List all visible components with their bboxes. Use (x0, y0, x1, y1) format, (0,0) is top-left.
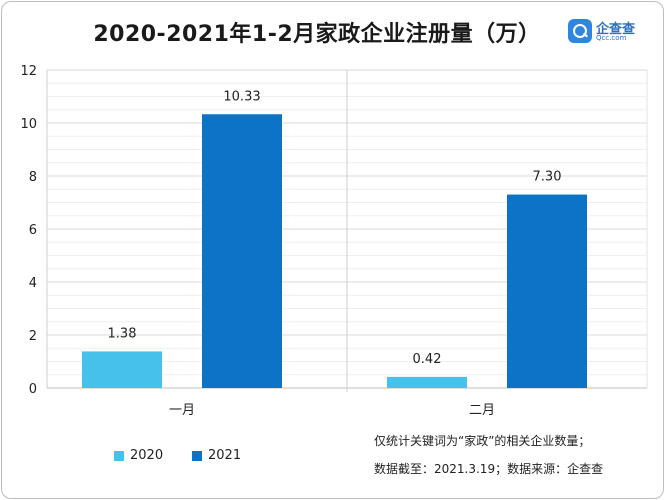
data-label-2021-1: 7.30 (533, 170, 562, 185)
x-category-label: 二月 (469, 403, 495, 418)
chart-title: 2020-2021年1-2月家政企业注册量（万） (93, 22, 541, 47)
data-label-2020-1: 0.42 (413, 352, 442, 367)
magnifier-logo-icon (568, 19, 592, 43)
legend-item-2021: 2021 (192, 448, 241, 463)
legend-swatch-2021 (192, 450, 202, 461)
data-label-2020-0: 1.38 (108, 326, 137, 341)
note-keyword: 仅统计关键词为“家政”的相关企业数量； (374, 434, 591, 448)
logo-domain: Qcc.com (596, 34, 627, 42)
x-category-label: 一月 (169, 403, 195, 418)
y-tick-label: 2 (29, 329, 37, 344)
bar-2021-0 (202, 114, 282, 388)
y-tick-label: 10 (20, 117, 37, 132)
legend-label-2020: 2020 (130, 448, 164, 463)
y-tick-label: 0 (29, 382, 37, 397)
y-tick-label: 12 (20, 64, 37, 79)
y-tick-label: 6 (29, 223, 37, 238)
y-tick-label: 4 (29, 276, 37, 291)
bar-2020-1 (387, 376, 467, 388)
logo-name: 企查查 (596, 22, 636, 37)
qcc-logo: 企查查 Qcc.com (568, 18, 658, 48)
bar-2020-0 (82, 351, 162, 388)
y-tick-label: 8 (29, 170, 37, 185)
legend-label-2021: 2021 (208, 448, 242, 463)
legend-swatch-2020 (114, 450, 124, 461)
legend-item-2020: 2020 (114, 448, 163, 463)
note-source: 数据截至：2021.3.19；数据来源：企查查 (374, 462, 604, 476)
data-label-2021-0: 10.33 (223, 89, 260, 104)
bar-2021-1 (507, 194, 587, 388)
